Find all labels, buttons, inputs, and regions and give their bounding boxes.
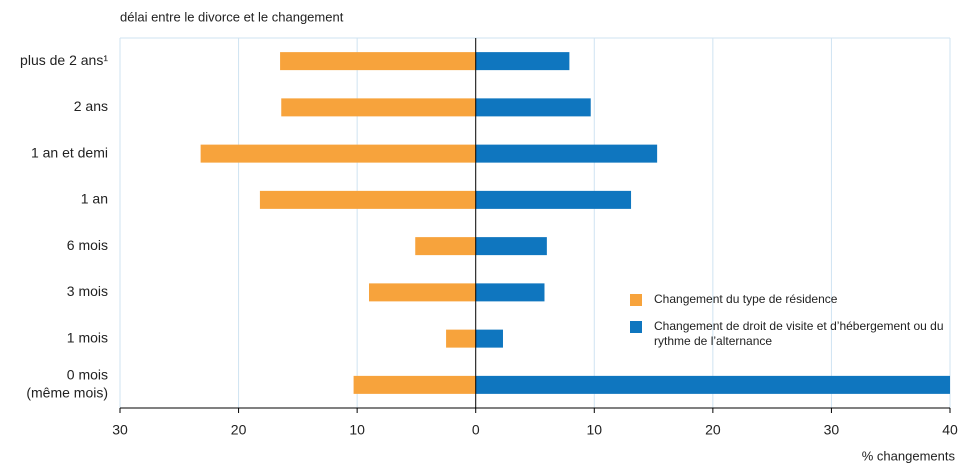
legend: Changement du type de résidence Changemen… [630,292,950,361]
y-tick-label: 1 an et demi [31,144,108,160]
bar [475,237,547,256]
y-tick-label: (même mois) [26,385,108,401]
legend-item: Changement de droit de visite et d’héber… [630,319,950,349]
legend-swatch [630,294,642,306]
chart-title: délai entre le divorce et le changement [120,9,344,24]
legend-label: Changement du type de résidence [654,292,838,306]
y-tick-label: 0 mois [67,367,108,383]
x-tick-label: 30 [112,422,128,438]
x-tick-label: 40 [942,422,958,438]
bar [415,237,476,256]
x-tick-label: 20 [705,422,721,438]
bar [446,329,476,348]
x-tick-label: 30 [824,422,840,438]
x-axis-label: % changements [862,448,956,463]
bar [369,283,476,302]
y-tick-label: plus de 2 ans¹ [20,52,108,68]
bar [281,98,476,117]
bar [475,283,545,302]
bar [200,144,476,163]
y-tick-label: 1 an [81,191,108,207]
bar [280,52,476,71]
bar [475,144,658,163]
bar [259,190,476,209]
x-tick-label: 0 [472,422,480,438]
legend-item: Changement du type de résidence [630,292,950,307]
bar [475,375,950,394]
bar [475,52,570,71]
bar [475,98,591,117]
y-tick-label: 6 mois [67,237,108,253]
y-tick-label: 3 mois [67,283,108,299]
x-tick-label: 10 [586,422,602,438]
legend-label: Changement de droit de visite et d’héber… [654,319,944,348]
bar [353,375,476,394]
x-tick-label: 10 [349,422,365,438]
bar [475,190,632,209]
bar [475,329,503,348]
y-tick-label: 1 mois [67,329,108,345]
x-tick-label: 20 [231,422,247,438]
legend-swatch [630,321,642,333]
y-tick-label: 2 ans [74,98,108,114]
